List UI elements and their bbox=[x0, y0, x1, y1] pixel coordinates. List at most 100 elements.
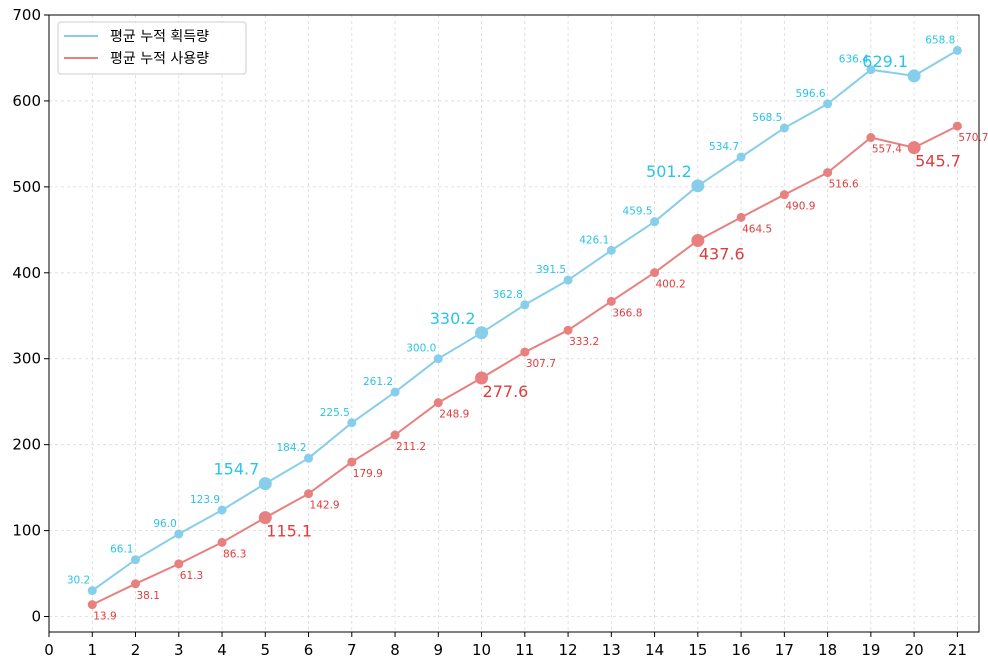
data-point bbox=[433, 398, 443, 408]
data-point bbox=[823, 99, 833, 109]
x-tick-label: 0 bbox=[44, 641, 54, 659]
x-tick-label: 16 bbox=[732, 641, 751, 659]
data-point bbox=[779, 123, 789, 133]
data-point bbox=[520, 347, 530, 357]
data-point bbox=[217, 505, 227, 515]
axes: 0 1 2 3 4 5 6 7 8 9 10 11 12 13 14 15 16 17 18 19 20 21010020… bbox=[12, 6, 967, 659]
x-tick-label: 7 bbox=[347, 641, 357, 659]
x-tick-label: 13 bbox=[602, 641, 621, 659]
data-point bbox=[736, 152, 746, 162]
legend-label-used: 평균 누적 사용량 bbox=[110, 51, 209, 67]
data-label: 38.1 bbox=[137, 590, 160, 602]
data-label: 184.2 bbox=[276, 442, 306, 454]
data-label: 211.2 bbox=[396, 441, 426, 453]
data-label: 277.6 bbox=[483, 382, 529, 401]
data-label: 362.8 bbox=[493, 289, 523, 301]
data-point bbox=[952, 45, 962, 55]
data-point bbox=[606, 296, 616, 306]
data-label: 366.8 bbox=[612, 307, 642, 319]
data-label: 86.3 bbox=[223, 548, 246, 560]
data-label: 179.9 bbox=[353, 468, 383, 480]
data-label: 636.4 bbox=[839, 54, 869, 66]
data-point bbox=[87, 586, 97, 596]
data-label: 570.7 bbox=[958, 132, 988, 144]
series bbox=[87, 45, 962, 610]
data-point bbox=[606, 245, 616, 255]
y-tick-label: 0 bbox=[31, 608, 41, 626]
y-tick-label: 400 bbox=[12, 264, 41, 282]
data-label: 261.2 bbox=[363, 376, 393, 388]
data-point bbox=[390, 430, 400, 440]
data-label: 300.0 bbox=[406, 343, 436, 355]
legend-box bbox=[57, 21, 247, 75]
data-point bbox=[866, 133, 876, 143]
data-point bbox=[691, 179, 705, 193]
data-label: 330.2 bbox=[430, 309, 476, 328]
data-label: 596.6 bbox=[796, 88, 826, 100]
data-label: 96.0 bbox=[153, 518, 176, 530]
data-point bbox=[907, 141, 921, 155]
data-label: 557.4 bbox=[872, 144, 902, 156]
x-tick-label: 15 bbox=[688, 641, 707, 659]
data-point bbox=[563, 325, 573, 335]
data-point bbox=[650, 217, 660, 227]
data-point bbox=[779, 190, 789, 200]
data-label: 123.9 bbox=[190, 494, 220, 506]
x-tick-label: 3 bbox=[174, 641, 184, 659]
data-point bbox=[650, 268, 660, 278]
data-label: 307.7 bbox=[526, 358, 556, 370]
data-point bbox=[563, 275, 573, 285]
data-label: 658.8 bbox=[925, 34, 955, 46]
data-label: 142.9 bbox=[310, 500, 340, 512]
data-point bbox=[691, 233, 705, 247]
data-label: 391.5 bbox=[536, 264, 566, 276]
x-tick-label: 17 bbox=[775, 641, 794, 659]
x-tick-label: 6 bbox=[304, 641, 314, 659]
data-labels: 30.2 66.1 96.0 123.9 154.7 184.2 225.5 261.2 300… bbox=[67, 34, 988, 622]
data-point bbox=[475, 371, 489, 385]
x-tick-label: 2 bbox=[131, 641, 141, 659]
y-tick-label: 300 bbox=[12, 350, 41, 368]
data-point bbox=[475, 326, 489, 340]
x-tick-label: 19 bbox=[861, 641, 880, 659]
x-tick-label: 5 bbox=[261, 641, 271, 659]
plot-area bbox=[48, 14, 980, 633]
x-tick-label: 1 bbox=[87, 641, 97, 659]
data-point bbox=[347, 457, 357, 467]
data-label: 30.2 bbox=[67, 575, 90, 587]
data-point bbox=[174, 559, 184, 569]
data-point bbox=[174, 529, 184, 539]
data-label: 516.6 bbox=[829, 179, 859, 191]
data-label: 464.5 bbox=[742, 223, 772, 235]
data-label: 501.2 bbox=[646, 162, 692, 181]
data-point bbox=[217, 537, 227, 547]
data-label: 13.9 bbox=[93, 611, 116, 623]
data-label: 61.3 bbox=[180, 570, 203, 582]
data-point bbox=[131, 555, 141, 565]
data-label: 426.1 bbox=[579, 234, 609, 246]
data-point bbox=[823, 168, 833, 178]
data-point bbox=[520, 300, 530, 310]
y-tick-label: 700 bbox=[12, 6, 41, 24]
data-label: 333.2 bbox=[569, 336, 599, 348]
data-label: 459.5 bbox=[623, 206, 653, 218]
y-tick-label: 500 bbox=[12, 178, 41, 196]
x-tick-label: 21 bbox=[948, 641, 967, 659]
data-label: 568.5 bbox=[752, 112, 782, 124]
y-tick-label: 200 bbox=[12, 436, 41, 454]
x-tick-label: 20 bbox=[905, 641, 924, 659]
y-tick-label: 100 bbox=[12, 522, 41, 540]
data-point bbox=[131, 579, 141, 589]
data-label: 154.7 bbox=[213, 460, 259, 479]
grid bbox=[48, 14, 979, 632]
x-tick-label: 9 bbox=[434, 641, 444, 659]
data-point bbox=[952, 121, 962, 131]
legend-label-acquired: 평균 누적 획득량 bbox=[110, 29, 209, 45]
x-tick-label: 14 bbox=[645, 641, 664, 659]
x-tick-label: 18 bbox=[818, 641, 837, 659]
data-label: 225.5 bbox=[320, 407, 350, 419]
data-label: 437.6 bbox=[699, 244, 745, 263]
data-label: 400.2 bbox=[656, 279, 686, 291]
data-label: 490.9 bbox=[785, 201, 815, 213]
